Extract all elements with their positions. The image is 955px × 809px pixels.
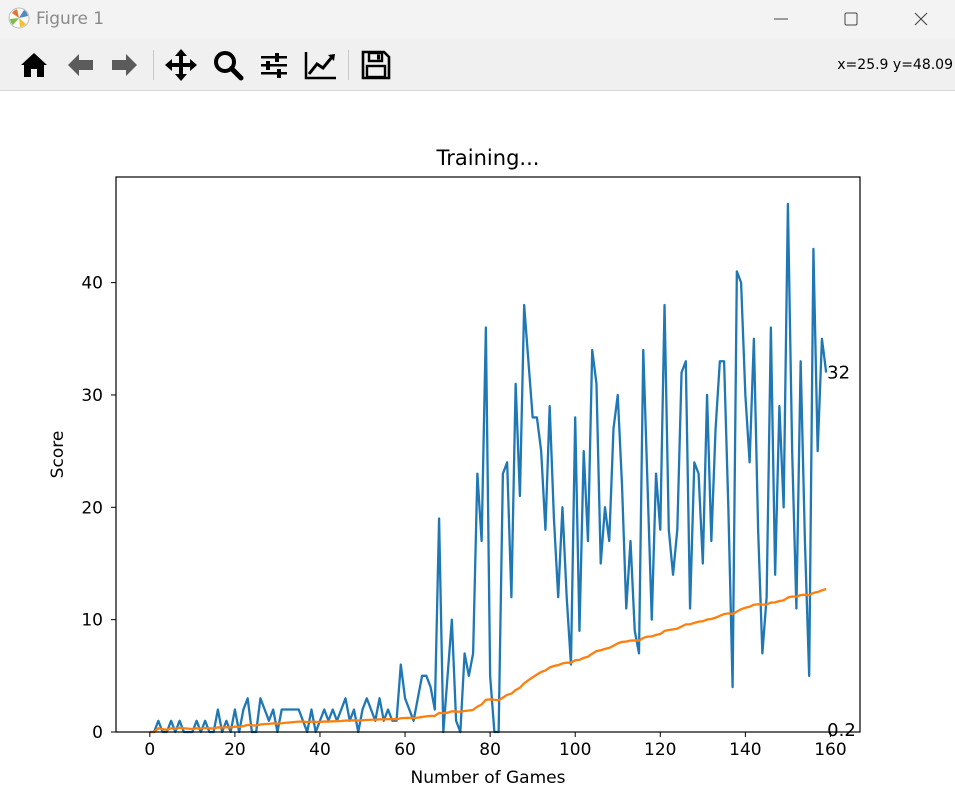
home-icon [21,53,47,77]
y-tick-label: 40 [81,274,103,294]
floppy-disk-icon [361,50,391,80]
forward-button[interactable] [107,47,143,83]
y-tick-label: 30 [81,386,103,406]
x-tick-label: 80 [479,740,501,760]
minimize-icon [774,18,788,20]
figure-canvas[interactable]: 0 20 40 60 80 100 120 140 160 0 10 20 30 40 Training..… [0,91,955,805]
y-tick-label: 0 [92,723,103,743]
maximize-button[interactable] [828,0,874,38]
axes-frame [115,176,861,733]
chart-title: Training... [436,146,540,170]
x-tick-label: 60 [394,740,416,760]
series-end-annotation: 32 [827,362,850,383]
x-tick-label: 100 [559,740,591,760]
x-tick-label: 40 [309,740,331,760]
matplotlib-logo-icon [8,7,30,29]
home-button[interactable] [16,47,52,83]
minimize-button[interactable] [758,0,804,38]
close-button[interactable] [898,0,944,38]
y-tick-label: 20 [81,498,103,518]
arrow-left-icon [68,54,93,76]
series-0-line [149,202,828,734]
cursor-coordinates: x=25.9 y=48.09 [837,57,953,73]
configure-subplots-button[interactable] [256,47,292,83]
x-tick-label: 20 [224,740,246,760]
arrow-right-icon [112,54,137,76]
sliders-icon [261,53,287,78]
toolbar-separator [348,50,349,80]
window-titlebar: Figure 1 [0,0,955,38]
back-button[interactable] [62,47,98,83]
close-icon [914,12,928,26]
x-tick-label: 140 [729,740,761,760]
toolbar-separator [153,50,154,80]
save-button[interactable] [358,47,394,83]
magnifier-icon [214,51,244,81]
y-axis-label: Score [48,431,68,479]
edit-axis-button[interactable] [303,47,339,83]
pan-button[interactable] [163,47,199,83]
series-1-line [149,587,827,734]
navigation-toolbar: x=25.9 y=48.09 [0,38,955,91]
window-title: Figure 1 [36,9,105,29]
x-tick-label: 160 [814,740,846,760]
training-chart[interactable]: 0 20 40 60 80 100 120 140 160 0 10 20 30 40 Training..… [0,91,955,805]
series-end-annotation: 0.2 [827,720,856,741]
y-tick-label: 10 [81,611,103,631]
x-tick-label: 120 [644,740,676,760]
x-tick-label: 0 [144,740,155,760]
move-icon [165,49,197,81]
zoom-button[interactable] [210,47,246,83]
line-chart-icon [304,52,336,80]
maximize-icon [844,12,858,26]
x-axis-label: Number of Games [411,768,566,788]
